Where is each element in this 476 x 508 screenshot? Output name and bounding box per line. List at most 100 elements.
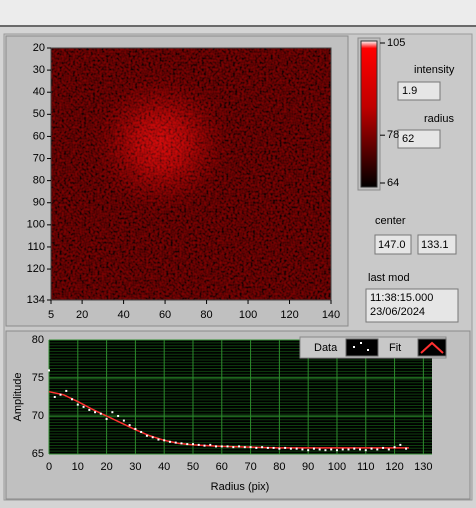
data-point: [399, 443, 402, 446]
x-tick-label: 120: [280, 309, 298, 321]
graph-layer: [48, 339, 432, 455]
data-point: [312, 447, 315, 450]
x-tick-label: 20: [76, 309, 88, 321]
data-point: [203, 444, 206, 447]
data-point: [145, 434, 148, 437]
y-tick-label: 30: [33, 64, 45, 76]
data-point: [151, 436, 154, 439]
data-point: [359, 448, 362, 451]
data-point: [382, 446, 385, 449]
data-point: [128, 424, 131, 427]
x-tick-label: 80: [273, 461, 285, 473]
data-point: [117, 415, 120, 417]
data-point: [174, 441, 177, 444]
y-tick-label: 80: [32, 334, 44, 346]
legend-fit-label: Fit: [389, 342, 401, 354]
radius-value: 62: [402, 133, 414, 145]
colorbar-tick-label: 78: [387, 129, 399, 141]
y-tick-label: 60: [33, 130, 45, 142]
data-point: [168, 440, 171, 443]
x-tick-label: 60: [216, 461, 228, 473]
y-tick-label: 70: [32, 410, 44, 422]
center-y-value: 133.1: [421, 239, 449, 251]
x-axis-title: Radius (pix): [211, 481, 270, 493]
data-point: [301, 448, 304, 451]
center-label: center: [375, 215, 406, 227]
y-tick-label: 120: [27, 263, 45, 275]
y-tick-label: 75: [32, 372, 44, 384]
colorbar-tick-label: 105: [387, 37, 405, 49]
x-tick-label: 140: [322, 309, 340, 321]
data-point: [335, 449, 338, 452]
last-mod-label: last mod: [368, 272, 410, 284]
data-point: [140, 430, 143, 433]
data-point: [99, 412, 102, 415]
data-point: [405, 447, 408, 450]
data-point: [71, 398, 74, 401]
data-point: [232, 446, 235, 449]
data-point: [370, 447, 373, 450]
y-tick-label: 110: [27, 241, 45, 253]
data-point: [341, 448, 344, 451]
center-x-box: [374, 234, 412, 255]
radius-box: [397, 129, 441, 149]
data-point: [249, 446, 252, 449]
colorbar-tick-label: 64: [387, 177, 399, 189]
data-point: [255, 446, 258, 449]
y-tick-label: 20: [33, 42, 45, 54]
data-point: [209, 443, 212, 446]
y-tick-label: 134: [27, 294, 45, 306]
x-tick-label: 40: [158, 461, 170, 473]
x-tick-label: 80: [200, 309, 212, 321]
data-point: [353, 447, 356, 450]
x-tick-label: 100: [239, 309, 257, 321]
legend-dot: [367, 349, 369, 351]
data-point: [82, 405, 85, 408]
last-mod-time: 11:38:15.000: [370, 292, 433, 304]
legend-data-swatch: [345, 338, 379, 357]
intensity-box: [397, 81, 441, 101]
center-x-value: 147.0: [378, 239, 406, 251]
data-point: [324, 449, 327, 452]
y-tick-label: 40: [33, 86, 45, 98]
data-point: [59, 393, 62, 396]
y-axis-title: Amplitude: [12, 373, 24, 422]
last-mod-date: 23/06/2024: [370, 306, 425, 318]
x-tick-label: 130: [414, 461, 432, 473]
legend-dot: [360, 342, 362, 344]
data-point: [387, 448, 390, 451]
data-point: [295, 447, 298, 450]
data-point: [284, 446, 287, 449]
data-point: [215, 445, 218, 448]
title-bar: [0, 0, 476, 26]
y-tick-label: 70: [33, 152, 45, 164]
x-tick-label: 5: [48, 309, 54, 321]
radius-label: radius: [424, 113, 454, 125]
y-tick-label: 50: [33, 108, 45, 120]
data-point: [278, 447, 281, 450]
data-point: [318, 448, 321, 451]
data-point: [243, 446, 246, 449]
legend-fit-swatch: [417, 338, 447, 357]
data-point: [261, 446, 264, 449]
data-point: [163, 439, 166, 442]
intensity-value: 1.9: [402, 85, 417, 97]
data-point: [65, 389, 68, 392]
x-tick-label: 100: [328, 461, 346, 473]
x-tick-label: 0: [46, 461, 52, 473]
data-point: [191, 443, 194, 446]
image-border: [50, 47, 332, 301]
data-point: [88, 408, 91, 411]
data-point: [180, 442, 183, 445]
y-tick-label: 100: [27, 219, 45, 231]
x-tick-label: 120: [385, 461, 403, 473]
x-tick-label: 30: [129, 461, 141, 473]
intensity-label: intensity: [414, 64, 455, 76]
data-point: [272, 446, 275, 449]
data-point: [197, 443, 200, 446]
legend-dot: [353, 346, 355, 348]
x-tick-label: 60: [159, 309, 171, 321]
data-point: [76, 403, 79, 406]
data-point: [376, 448, 379, 451]
